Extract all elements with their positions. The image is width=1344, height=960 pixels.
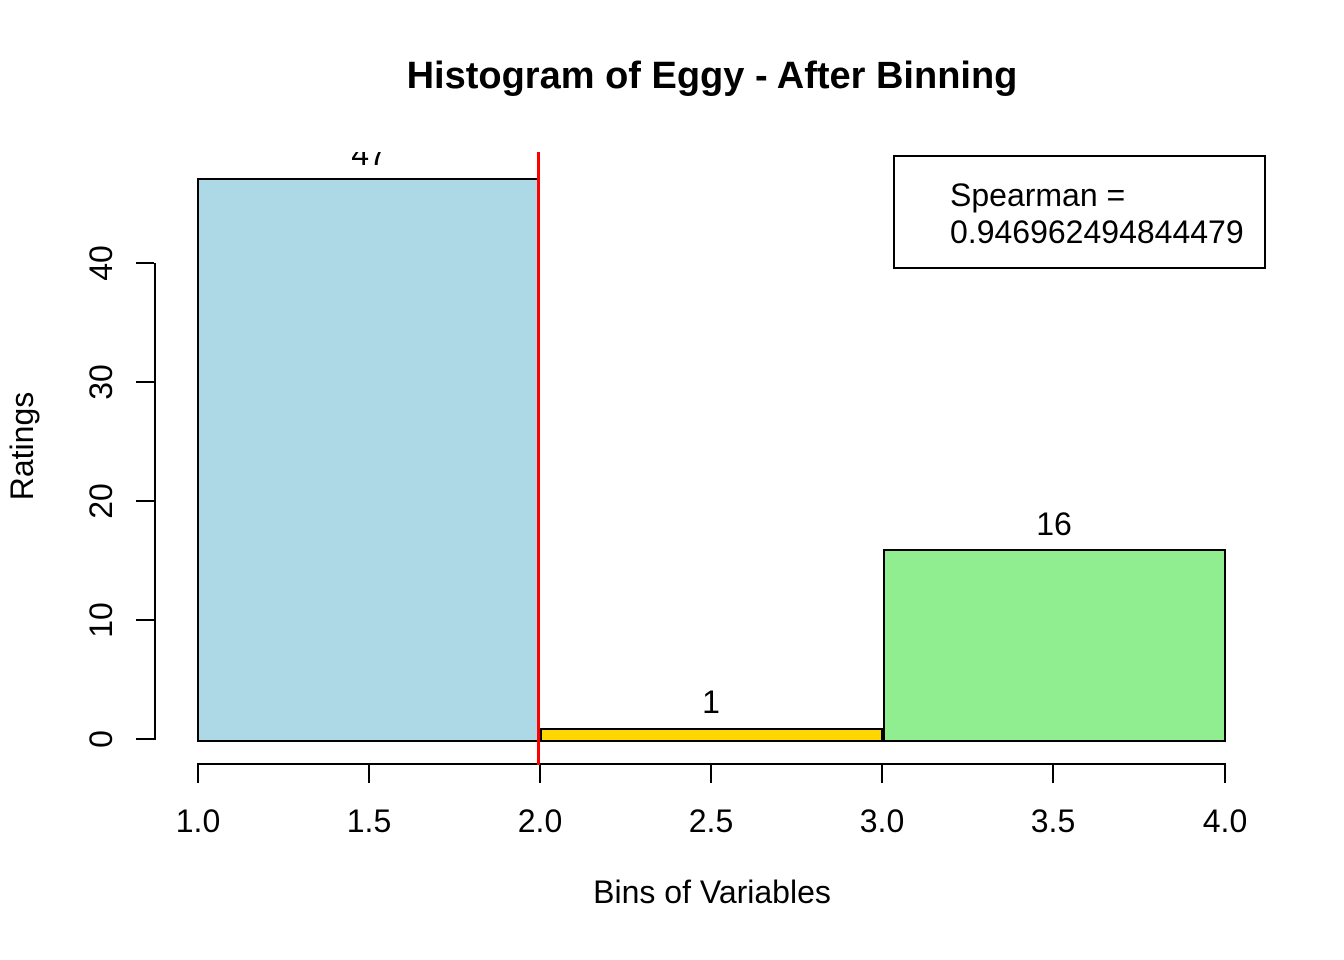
x-axis-tick	[710, 763, 712, 783]
x-axis-title: Bins of Variables	[593, 874, 831, 910]
x-tick-label: 2.5	[688, 803, 734, 839]
histogram-bar-bin1	[197, 178, 540, 742]
y-axis-tick	[136, 262, 154, 264]
x-tick-label: 1.5	[346, 803, 392, 839]
legend-text-line: Spearman =	[950, 177, 1126, 213]
bar-count-label: 1	[702, 684, 720, 720]
x-tick-label: 4.0	[1202, 803, 1248, 839]
y-tick-label: 10	[83, 602, 119, 638]
y-tick-label: 40	[83, 245, 119, 281]
y-tick-label: 20	[83, 483, 119, 519]
histogram-bar-bin2	[540, 728, 883, 742]
chart-title: Histogram of Eggy - After Binning	[406, 55, 1018, 97]
x-axis-tick	[539, 763, 541, 783]
y-axis-line	[154, 263, 156, 740]
histogram-bar-bin3	[883, 549, 1226, 742]
x-axis-tick	[1224, 763, 1226, 783]
x-axis-tick	[1052, 763, 1054, 783]
x-tick-label: 2.0	[517, 803, 563, 839]
bar-count-label: 47	[351, 152, 387, 172]
y-tick-label: 0	[83, 730, 119, 748]
y-axis-tick	[136, 500, 154, 502]
bar-count-label: 16	[1036, 506, 1072, 542]
x-tick-label: 1.0	[175, 803, 221, 839]
plot-area: 47 1 16	[156, 152, 1246, 744]
legend-text-line: 0.946962494844479	[950, 214, 1244, 250]
legend-box: Spearman = 0.946962494844479	[893, 155, 1266, 269]
x-axis-tick	[368, 763, 370, 783]
x-tick-label: 3.0	[859, 803, 905, 839]
y-axis-tick	[136, 381, 154, 383]
y-axis-tick	[136, 619, 154, 621]
y-axis-tick	[136, 738, 154, 740]
y-axis-title: Ratings	[4, 391, 40, 501]
reference-vline	[537, 152, 540, 765]
x-axis-tick	[881, 763, 883, 783]
y-tick-label: 30	[83, 364, 119, 400]
x-axis-tick	[197, 763, 199, 783]
x-tick-label: 3.5	[1030, 803, 1076, 839]
